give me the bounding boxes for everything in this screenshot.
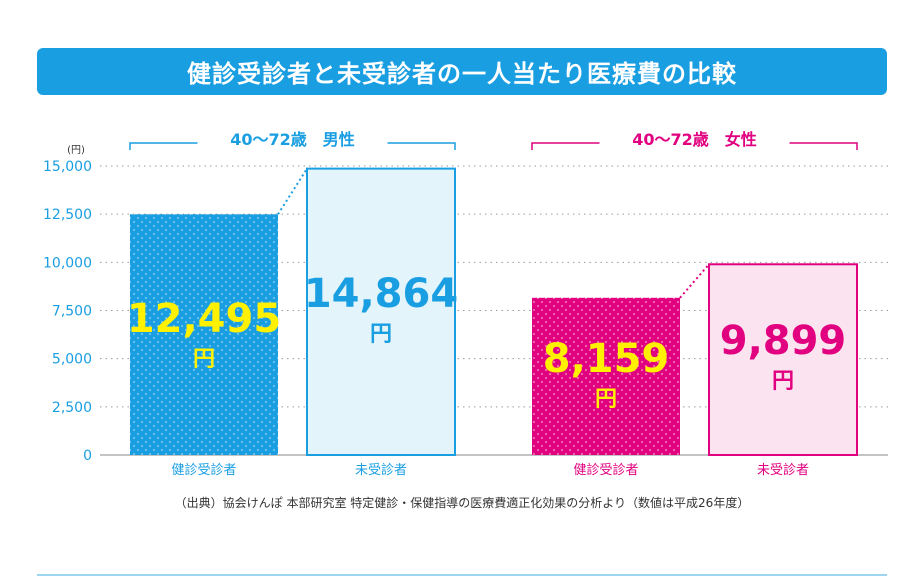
y-tick-label: 12,500 xyxy=(43,207,92,223)
group-label: 40～72歳 男性 xyxy=(230,130,355,149)
category-label: 健診受診者 xyxy=(573,462,638,478)
group-label-background xyxy=(197,128,388,150)
y-unit-label: (円) xyxy=(67,145,85,156)
bar xyxy=(708,263,858,456)
bar-unit-label: 円 xyxy=(772,369,794,394)
category-labels: 健診受診者 未受診者 健診受診者 未受診者 xyxy=(171,462,809,478)
connector-line xyxy=(679,263,710,299)
title-banner: 健診受診者と未受診者の一人当たり医療費の比較 xyxy=(37,48,887,95)
category-label: 健診受診者 xyxy=(171,462,236,478)
category-label: 未受診者 xyxy=(355,462,407,478)
bar xyxy=(532,297,680,455)
bars: 12,495 円 14,864 円 8,159 円 9,899 円 xyxy=(127,167,858,456)
chart-title: 健診受診者と未受診者の一人当たり医療費の比較 xyxy=(187,60,737,88)
group-label-background xyxy=(599,128,790,150)
bar xyxy=(130,214,278,455)
bottom-divider xyxy=(37,574,887,576)
bar-value-label: 9,899 xyxy=(720,318,847,364)
bar-unit-label: 円 xyxy=(193,347,215,372)
y-tick-label: 0 xyxy=(83,448,92,464)
bar-unit-label: 円 xyxy=(595,387,617,412)
y-tick-label: 5,000 xyxy=(52,352,92,368)
y-tick-label: 15,000 xyxy=(43,159,92,175)
connector-line xyxy=(277,168,308,215)
bar-value-label: 12,495 xyxy=(127,296,281,342)
y-tick-label: 7,500 xyxy=(52,304,92,320)
source-note: （出典）協会けんぽ 本部研究室 特定健診・保健指導の医療費適正化効果の分析より（… xyxy=(174,496,750,510)
bar xyxy=(306,167,456,456)
y-axis: (円) 0 2,500 5,000 7,500 10,000 12,500 15,000 xyxy=(43,145,92,464)
y-tick-label: 2,500 xyxy=(52,400,92,416)
bar-value-label: 8,159 xyxy=(543,336,670,382)
y-tick-label: 10,000 xyxy=(43,255,92,271)
category-label: 未受診者 xyxy=(757,462,809,478)
bar-value-label: 14,864 xyxy=(304,271,458,317)
group-brackets: 40～72歳 男性 40～72歳 女性 xyxy=(129,128,858,150)
bar-unit-label: 円 xyxy=(370,322,392,347)
group-label: 40～72歳 女性 xyxy=(632,130,757,149)
